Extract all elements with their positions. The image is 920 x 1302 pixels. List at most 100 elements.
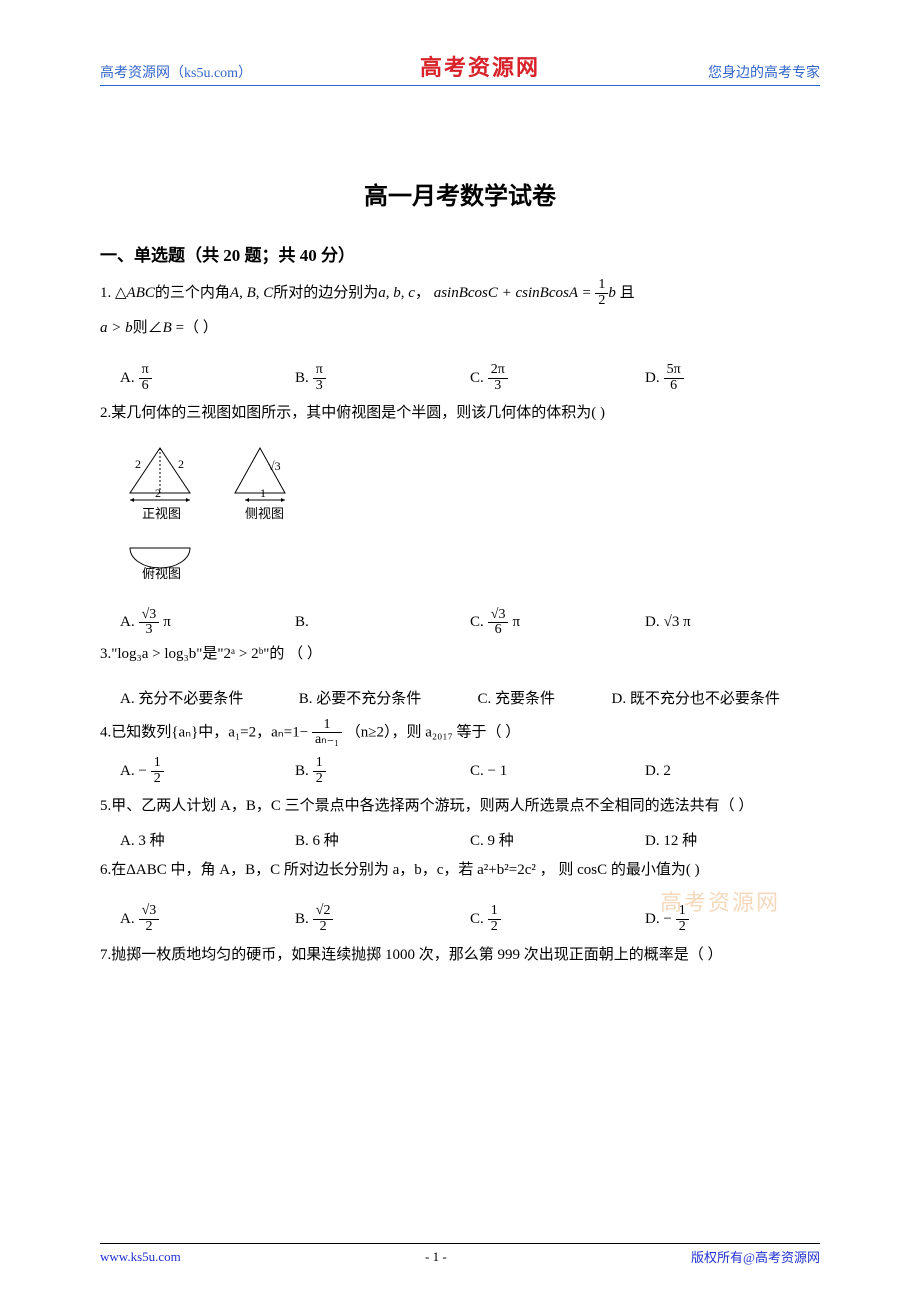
- fraction: √33: [139, 608, 160, 638]
- q2-optC: C. √36 π: [470, 608, 645, 638]
- q1-optD: D. 5π6: [645, 363, 820, 393]
- frac-num: √3: [488, 608, 509, 624]
- q3-options: A. 充分不必要条件 B. 必要不充分条件 C. 充要条件 D. 既不充分也不必…: [120, 687, 820, 708]
- opt-suffix: π: [163, 614, 171, 631]
- page: 高考资源网（ks5u.com） 高考资源网 您身边的高考专家 高一月考数学试卷 …: [0, 0, 920, 1302]
- frac-den: 2: [676, 920, 689, 935]
- frac-num: 1: [488, 904, 501, 920]
- q1-part: 所对的边分别为: [273, 285, 378, 301]
- footer-url: www.ks5u.com: [100, 1249, 181, 1265]
- frac-den: 3: [488, 379, 508, 394]
- q1-B: B: [247, 285, 256, 301]
- frac-num: √3: [139, 608, 160, 624]
- frac-num: 1: [151, 756, 164, 772]
- fraction: √32: [139, 904, 160, 934]
- label-top: 俯视图: [142, 566, 181, 581]
- question-5: 5.甲、乙两人计划 A，B，C 三个景点中各选择两个游玩，则两人所选景点不全相同…: [100, 792, 820, 821]
- q1-cond: a > b: [100, 320, 133, 336]
- frac-den: 2: [488, 920, 501, 935]
- q6-options: A. √32 B. √22 C. 12 D. − 12: [120, 904, 820, 934]
- frac-den: 2: [595, 294, 608, 309]
- opt-value: √3 π: [664, 614, 691, 631]
- frac-num: 2π: [488, 363, 508, 379]
- q2-optB: B.: [295, 614, 470, 631]
- q4-pre: 4.已知数列{aₙ}中，a₁=2，aₙ=1−: [100, 724, 312, 740]
- header-brand: 高考资源网: [420, 50, 540, 82]
- header-left-text: 高考资源网（ks5u.com）: [100, 62, 252, 82]
- q3-part: "的 （ ）: [263, 646, 322, 662]
- frac-den: 6: [488, 623, 509, 638]
- label-side: 侧视图: [245, 506, 284, 521]
- opt-label: D.: [645, 614, 660, 631]
- frac-den: 6: [664, 379, 684, 394]
- q3-log: log₃a > log₃b: [117, 646, 196, 662]
- q1-part: 则∠: [133, 320, 163, 336]
- frac-num: 1: [595, 278, 608, 294]
- fraction: 12: [676, 904, 689, 934]
- frac-den: 6: [139, 379, 152, 394]
- q1-part: 且: [616, 285, 635, 301]
- q2-diagram: 2 2 2 正视图 √3 1 侧视图 俯视图: [120, 438, 820, 588]
- q4-optA: A. − 12: [120, 756, 295, 786]
- three-view-svg: 2 2 2 正视图 √3 1 侧视图 俯视图: [120, 438, 330, 588]
- opt-label: A. −: [120, 763, 147, 780]
- q1-optB: B. π3: [295, 363, 470, 393]
- fraction: 12: [313, 756, 326, 786]
- q1-optC: C. 2π3: [470, 363, 645, 393]
- q3-part: 3.": [100, 646, 117, 662]
- opt-label: A.: [120, 370, 135, 387]
- q5-optC: C. 9 种: [470, 829, 645, 850]
- opt-label: B.: [295, 911, 309, 928]
- frac-num: √3: [139, 904, 160, 920]
- frac-num: 1: [312, 718, 342, 734]
- q1-eq: asinBcosC + csinBcosA =: [434, 285, 596, 301]
- q4-frac: 1aₙ₋₁: [312, 718, 342, 748]
- opt-label: C.: [470, 614, 484, 631]
- frac-num: π: [313, 363, 326, 379]
- fraction: 12: [151, 756, 164, 786]
- q1-c: c: [408, 285, 415, 301]
- q1-A: A: [230, 285, 239, 301]
- q1-b: b: [393, 285, 401, 301]
- q1-C: C: [263, 285, 273, 301]
- opt-label: C.: [470, 911, 484, 928]
- question-1: 1. △ABC的三个内角A, B, C所对的边分别为a, b, c， asinB…: [100, 278, 820, 343]
- frac-den: 2: [151, 772, 164, 787]
- q3-part: "是": [196, 646, 223, 662]
- frac-num: 1: [676, 904, 689, 920]
- question-6: 6.在ΔABC 中，角 A，B，C 所对边长分别为 a，b，c，若 a²+b²=…: [100, 856, 820, 885]
- q4-optD: D. 2: [645, 763, 820, 780]
- fraction: π3: [313, 363, 326, 393]
- q1-part: 1. △: [100, 285, 127, 301]
- frac-den: aₙ₋₁: [312, 733, 342, 748]
- q3-optA: A. 充分不必要条件: [120, 687, 299, 708]
- question-4: 4.已知数列{aₙ}中，a₁=2，aₙ=1− 1aₙ₋₁ （n≥2），则 a₂₀…: [100, 718, 820, 748]
- q5-options: A. 3 种 B. 6 种 C. 9 种 D. 12 种: [120, 829, 820, 850]
- opt-label: D. −: [645, 911, 672, 928]
- dim-1: 1: [260, 486, 266, 500]
- opt-label: A.: [120, 911, 135, 928]
- q1-part: ，: [415, 285, 434, 301]
- question-2: 2.某几何体的三视图如图所示，其中俯视图是个半圆，则该几何体的体积为( ): [100, 399, 820, 428]
- fraction: 5π6: [664, 363, 684, 393]
- fraction: π6: [139, 363, 152, 393]
- page-footer: www.ks5u.com - 1 - 版权所有@高考资源网: [100, 1243, 820, 1266]
- q3-optC: C. 充要条件: [477, 687, 611, 708]
- question-3: 3."log₃a > log₃b"是"2ᵃ > 2ᵇ"的 （ ）: [100, 640, 820, 669]
- question-7: 7.抛掷一枚质地均匀的硬币，如果连续抛掷 1000 次，那么第 999 次出现正…: [100, 941, 820, 970]
- q1-a: a: [378, 285, 386, 301]
- q2-options: A. √33 π B. C. √36 π D. √3 π: [120, 608, 820, 638]
- dim-sqrt3: √3: [268, 459, 281, 473]
- q4-post: （n≥2），则 a₂₀₁₇ 等于（ ）: [342, 724, 520, 740]
- frac-num: 1: [313, 756, 326, 772]
- q3-exp: 2ᵃ > 2ᵇ: [224, 646, 264, 662]
- dim-2: 2: [155, 486, 161, 500]
- exam-title: 高一月考数学试卷: [100, 176, 820, 211]
- page-header: 高考资源网（ks5u.com） 高考资源网 您身边的高考专家: [100, 50, 820, 86]
- fraction: 2π3: [488, 363, 508, 393]
- q1-abc: ABC: [127, 285, 155, 301]
- q1-options: A. π6 B. π3 C. 2π3 D. 5π6: [120, 363, 820, 393]
- frac-den: 3: [139, 623, 160, 638]
- section-1-title: 一、单选题（共 20 题；共 40 分）: [100, 241, 820, 266]
- q1-part: =（ ）: [172, 320, 218, 336]
